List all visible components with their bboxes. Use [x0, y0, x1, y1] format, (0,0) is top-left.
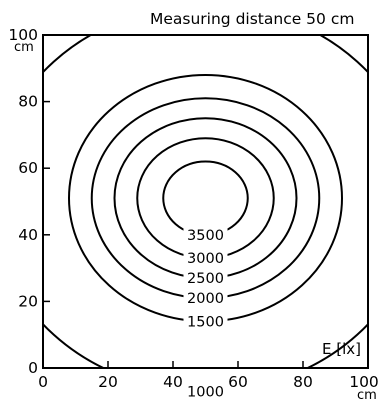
- x-axis-unit: cm: [357, 388, 377, 403]
- y-tick-label: 40: [18, 226, 38, 244]
- y-tick-label: 100: [8, 26, 38, 44]
- contour-line-2000: [90, 97, 321, 300]
- quantity-label: E [lx]: [322, 340, 361, 358]
- contour-lines: [43, 35, 368, 368]
- contour-label-2000: 2000: [187, 291, 224, 307]
- contour-label-3000: 3000: [187, 251, 224, 267]
- contour-labels: 1000 1500 2000 2500 3000 3500: [183, 226, 228, 400]
- contour-line-3500: [162, 160, 249, 236]
- y-tick-label: 0: [28, 359, 38, 377]
- y-tick-label: 20: [18, 292, 38, 310]
- x-tick-label: 40: [163, 373, 183, 391]
- y-tick-label: 60: [18, 159, 38, 177]
- contour-line-1000: [43, 35, 368, 368]
- contour-label-bg: [183, 313, 228, 330]
- contour-label-bg: [183, 270, 228, 287]
- contour-label-bg: [183, 290, 228, 307]
- contour-label-1500: 1500: [187, 314, 224, 330]
- x-axis-ticks: 0 20 40 60 80 100: [38, 361, 379, 391]
- contour-label-3500: 3500: [187, 228, 224, 244]
- contour-label-bg: [183, 383, 228, 400]
- contour-label-bg: [183, 226, 228, 243]
- contour-label-1000: 1000: [187, 384, 224, 400]
- contour-label-2500: 2500: [187, 271, 224, 287]
- x-tick-label: 0: [38, 373, 48, 391]
- x-tick-label: 20: [98, 373, 118, 391]
- x-tick-label: 60: [228, 373, 248, 391]
- contour-label-bg: [183, 250, 228, 267]
- x-tick-label: 100: [349, 373, 379, 391]
- y-tick-label: 80: [18, 93, 38, 111]
- chart-title: Measuring distance 50 cm: [150, 10, 354, 28]
- y-axis-unit: cm: [14, 40, 34, 55]
- plot-frame: [42, 34, 369, 369]
- x-tick-label: 80: [293, 373, 313, 391]
